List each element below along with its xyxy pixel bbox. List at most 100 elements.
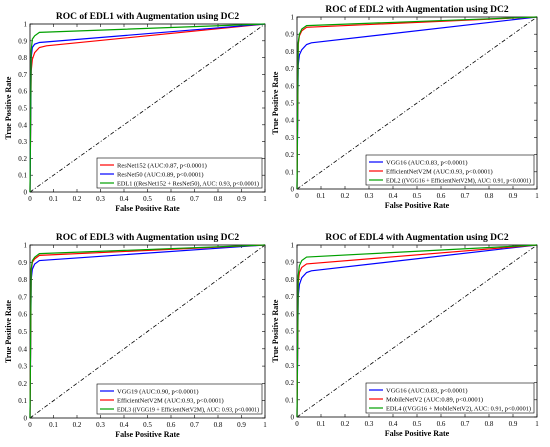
x-tick-label: 0.7 — [461, 420, 470, 428]
x-tick-label: 0.4 — [389, 192, 398, 200]
chance-diagonal-line — [296, 16, 538, 190]
y-tick-label: 0.3 — [18, 363, 27, 371]
y-tick-label: 0.8 — [18, 54, 27, 62]
x-tick-label: 0.8 — [214, 421, 223, 429]
y-tick-label: 0 — [24, 189, 28, 197]
y-tick-label: 0 — [291, 414, 295, 422]
x-tick-label: 0.1 — [317, 192, 326, 200]
legend-entry: EfficientNetV2M (AUC:0.93, p<0.0001) — [386, 169, 493, 176]
x-tick-label: 0.1 — [49, 421, 58, 429]
legend-entry: ResNet50 (AUC:0.89, p<0.0001) — [117, 172, 204, 179]
legend-entry: MobileNetV2 (AUC:0.89, p<0.0001) — [386, 397, 483, 404]
y-tick-label: 1 — [291, 242, 295, 250]
x-tick-label: 1 — [263, 195, 267, 203]
x-tick-label: 0 — [28, 421, 32, 429]
y-tick-label: 0.4 — [18, 345, 27, 353]
legend-entry: VGG16 (AUC:0.83, p<0.0001) — [386, 160, 467, 167]
x-tick-label: 0.8 — [485, 420, 494, 428]
x-tick-label: 0.6 — [167, 421, 176, 429]
chart-title: ROC of EDL4 with Augmentation using DC2 — [325, 233, 508, 243]
x-tick-label: 0.5 — [143, 195, 152, 203]
x-tick-label: 1 — [535, 192, 539, 200]
chart-title: ROC of EDL2 with Augmentation using DC2 — [325, 5, 508, 15]
x-tick-label: 0.2 — [341, 420, 350, 428]
y-tick-label: 0.4 — [18, 121, 27, 129]
y-tick-label: 0.2 — [18, 380, 27, 388]
x-tick-label: 0.6 — [167, 195, 176, 203]
chance-diagonal-line — [296, 244, 538, 418]
x-tick-label: 0.7 — [461, 192, 470, 200]
x-tick-label: 0.2 — [73, 195, 82, 203]
legend-entry: EDL3 ((VGG19 + EfficientNetV2M), AUC: 0.… — [117, 407, 259, 414]
x-tick-label: 0.1 — [49, 195, 58, 203]
y-tick-label: 0.7 — [285, 293, 294, 301]
x-tick-label: 0.3 — [96, 421, 105, 429]
roc-chart-4: ROC of EDL4 with Augmentation using DC2 0… — [271, 233, 539, 438]
y-tick-label: 0.6 — [18, 311, 27, 319]
x-tick-label: 0.6 — [437, 192, 446, 200]
y-tick-label: 1 — [291, 14, 295, 22]
x-tick-label: 1 — [263, 421, 267, 429]
y-axis-label: True Positive Rate — [271, 299, 280, 362]
x-tick-label: 0.2 — [73, 421, 82, 429]
x-tick-label: 0.4 — [389, 420, 398, 428]
legend-box — [365, 382, 535, 414]
legend: VGG19 (AUC:0.90, p<0.0001) EfficientNetV2… — [96, 383, 263, 415]
legend-entry: EDL2 ((VGG16 + EfficientNetV2M), AUC: 0.… — [386, 178, 531, 185]
legend-box — [96, 157, 263, 189]
legend: VGG16 (AUC:0.83, p<0.0001) EfficientNetV2… — [365, 154, 535, 186]
x-tick-label: 0 — [295, 420, 299, 428]
roc-curve-series-3 — [296, 244, 538, 418]
y-tick-label: 0.5 — [285, 328, 294, 336]
y-tick-label: 0.6 — [285, 82, 294, 90]
y-tick-label: 0.3 — [18, 138, 27, 146]
x-tick-label: 0.9 — [509, 192, 518, 200]
y-tick-label: 0.2 — [285, 151, 294, 159]
y-tick-label: 0.1 — [18, 172, 27, 180]
y-tick-label: 0.7 — [18, 71, 27, 79]
x-tick-label: 0.9 — [237, 421, 246, 429]
roc-chart-1: ROC of EDL1 with Augmentation using DC2 0… — [4, 12, 267, 213]
x-axis-label: False Positive Rate — [385, 429, 450, 438]
roc-curve-series-3 — [296, 16, 538, 190]
legend-entry: EDL4 ((VGG16 + MobileNetV2), AUC: 0.91, … — [386, 406, 531, 413]
y-tick-label: 1 — [24, 21, 28, 29]
y-tick-label: 0.3 — [285, 134, 294, 142]
x-tick-label: 0.9 — [237, 195, 246, 203]
chart-title: ROC of EDL1 with Augmentation using DC2 — [56, 12, 239, 22]
x-tick-label: 0.2 — [341, 192, 350, 200]
y-tick-label: 0.9 — [18, 259, 27, 267]
legend-entry: ResNet152 (AUC:0.87, p<0.0001) — [117, 163, 207, 170]
y-tick-label: 0.4 — [285, 117, 294, 125]
y-tick-label: 0.8 — [285, 48, 294, 56]
x-tick-label: 0.5 — [413, 192, 422, 200]
y-tick-label: 0 — [24, 415, 28, 423]
x-tick-label: 0.1 — [317, 420, 326, 428]
x-tick-label: 0.5 — [143, 421, 152, 429]
y-tick-label: 0.1 — [18, 397, 27, 405]
legend-entry: EfficientNetV2M (AUC:0.93, p<0.0001) — [117, 398, 224, 405]
y-tick-label: 0.1 — [285, 396, 294, 404]
y-tick-label: 1 — [24, 242, 28, 250]
legend-box — [365, 154, 535, 186]
y-tick-label: 0.4 — [285, 345, 294, 353]
chance-diagonal-line — [29, 244, 266, 419]
y-tick-label: 0.7 — [285, 65, 294, 73]
y-tick-label: 0.5 — [18, 105, 27, 113]
x-tick-label: 0.3 — [365, 420, 374, 428]
x-tick-label: 0.3 — [96, 195, 105, 203]
x-tick-label: 0 — [28, 195, 32, 203]
x-axis-label: False Positive Rate — [115, 430, 180, 439]
legend: VGG16 (AUC:0.83, p<0.0001) MobileNetV2 (A… — [365, 382, 535, 414]
y-tick-label: 0.2 — [18, 155, 27, 163]
legend-box — [96, 383, 263, 415]
x-tick-label: 0.7 — [190, 421, 199, 429]
x-tick-label: 0.4 — [120, 195, 129, 203]
x-tick-label: 0.8 — [485, 192, 494, 200]
legend: ResNet152 (AUC:0.87, p<0.0001) ResNet50 (… — [96, 157, 263, 189]
legend-entry: VGG16 (AUC:0.83, p<0.0001) — [386, 388, 467, 395]
x-tick-label: 0.7 — [190, 195, 199, 203]
y-tick-label: 0 — [291, 186, 295, 194]
x-tick-label: 0.4 — [120, 421, 129, 429]
x-axis-label: False Positive Rate — [385, 201, 450, 210]
